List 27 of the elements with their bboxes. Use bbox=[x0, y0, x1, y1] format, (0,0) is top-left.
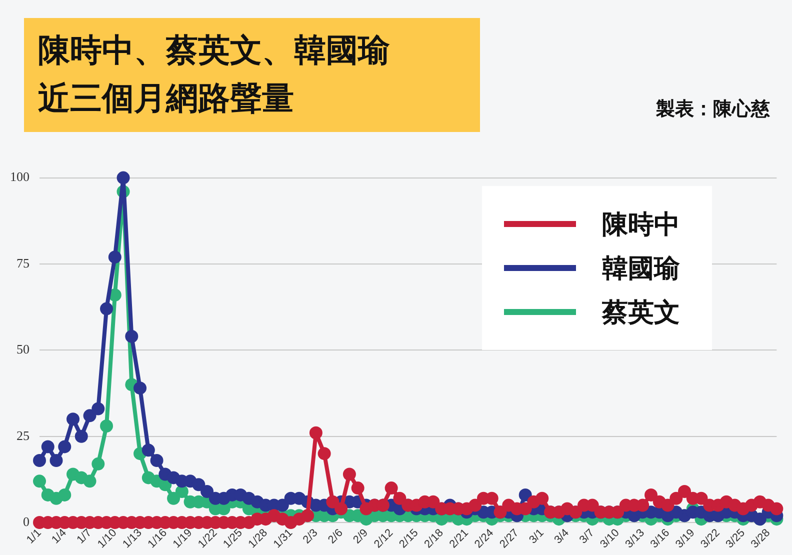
x-tick-label: 3/7 bbox=[577, 526, 597, 546]
y-tick-label: 25 bbox=[16, 428, 30, 443]
x-tick-label: 3/28 bbox=[748, 526, 773, 551]
y-tick-label: 0 bbox=[23, 514, 30, 529]
x-tick-label: 3/22 bbox=[698, 526, 722, 551]
x-tick-label: 3/1 bbox=[527, 526, 546, 546]
x-tick-label: 3/19 bbox=[674, 526, 698, 551]
x-tick-label: 3/4 bbox=[552, 526, 572, 546]
x-tick-label: 1/31 bbox=[271, 526, 296, 551]
y-tick-label: 50 bbox=[16, 342, 30, 357]
y-tick-label: 75 bbox=[16, 255, 30, 270]
x-tick-label: 3/16 bbox=[648, 526, 672, 551]
text: 製表：陳心慈 bbox=[656, 97, 770, 122]
x-tick-label: 2/6 bbox=[326, 526, 346, 546]
x-tick-label: 2/3 bbox=[300, 526, 320, 546]
legend-label: 蔡英文 bbox=[602, 296, 680, 330]
x-tick-label: 3/10 bbox=[598, 526, 622, 551]
y-tick-label: 100 bbox=[10, 169, 30, 184]
chart-title: 陳時中、蔡英文、韓國瑜近三個月網路聲量 bbox=[38, 30, 391, 119]
x-tick-label: 1/4 bbox=[50, 526, 69, 546]
x-tick-label: 1/7 bbox=[74, 526, 94, 546]
legend-label: 韓國瑜 bbox=[602, 252, 680, 286]
x-tick-label: 1/1 bbox=[24, 526, 44, 546]
legend-label: 陳時中 bbox=[602, 208, 680, 242]
x-tick-label: 3/13 bbox=[623, 526, 647, 551]
x-tick-label: 2/21 bbox=[447, 526, 471, 551]
x-tick-label: 2/9 bbox=[351, 526, 370, 546]
